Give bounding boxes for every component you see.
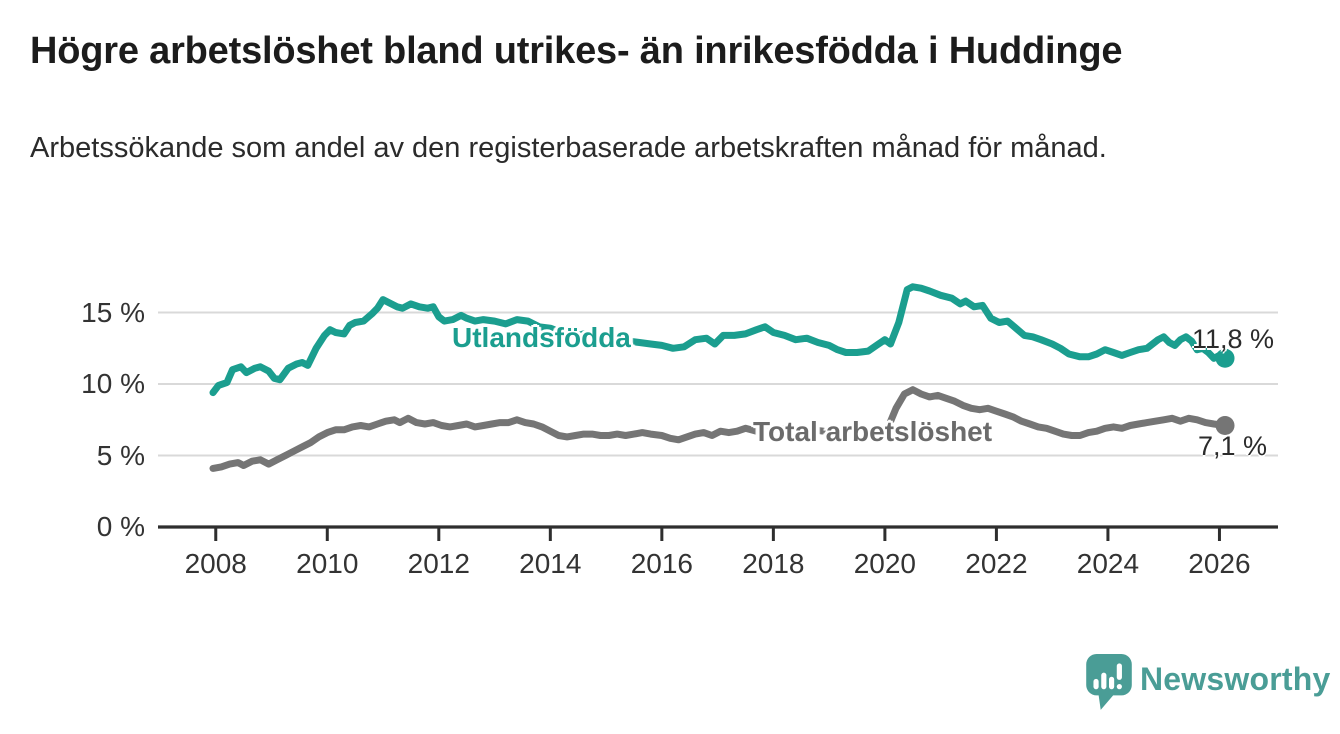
series-line — [209, 386, 1229, 472]
y-tick-label: 15 % — [81, 296, 145, 328]
x-tick-label: 2020 — [853, 548, 917, 579]
brand-name: Newsworthy — [1140, 661, 1331, 697]
chart-subtitle: Arbetssökande som andel av den registerb… — [30, 132, 1107, 164]
x-tick-label: 2018 — [742, 548, 805, 579]
series-label-total-arbetsloshet: Total arbetslöshet — [753, 416, 993, 447]
x-tick-label: 2010 — [296, 548, 359, 579]
series-end-dot — [1215, 348, 1235, 368]
x-tick-label: 2008 — [184, 548, 247, 579]
x-tick-label: 2014 — [519, 548, 582, 579]
page-title: Högre arbetslöshet bland utrikes- än inr… — [30, 30, 1123, 72]
end-value-label-total: 7,1 % — [1198, 431, 1268, 461]
newsworthy-logo: Newsworthy — [1086, 654, 1330, 714]
bar-2 — [1101, 672, 1107, 690]
y-tick-label: 5 % — [96, 439, 145, 471]
series-label-utlandsfodda: Utlandsfödda — [452, 322, 631, 353]
exclamation-dot — [1116, 684, 1122, 690]
bar-1 — [1093, 678, 1099, 690]
newsworthy-logo-icon — [1086, 654, 1132, 710]
x-tick-label: 2024 — [1076, 548, 1140, 579]
x-tick-label: 2022 — [965, 548, 1028, 579]
end-value-label-utlandsfodda: 11,8 % — [1192, 324, 1275, 354]
exclamation-bar — [1116, 663, 1122, 680]
series-end-dot — [1215, 415, 1235, 435]
y-tick-label: 10 % — [81, 368, 145, 399]
y-tick-label: 0 % — [96, 511, 145, 542]
bar-3 — [1109, 676, 1115, 690]
x-tick-label: 2016 — [630, 548, 693, 579]
series-line — [209, 283, 1229, 397]
x-tick-label: 2012 — [407, 548, 470, 579]
x-tick-label: 2026 — [1188, 548, 1251, 579]
